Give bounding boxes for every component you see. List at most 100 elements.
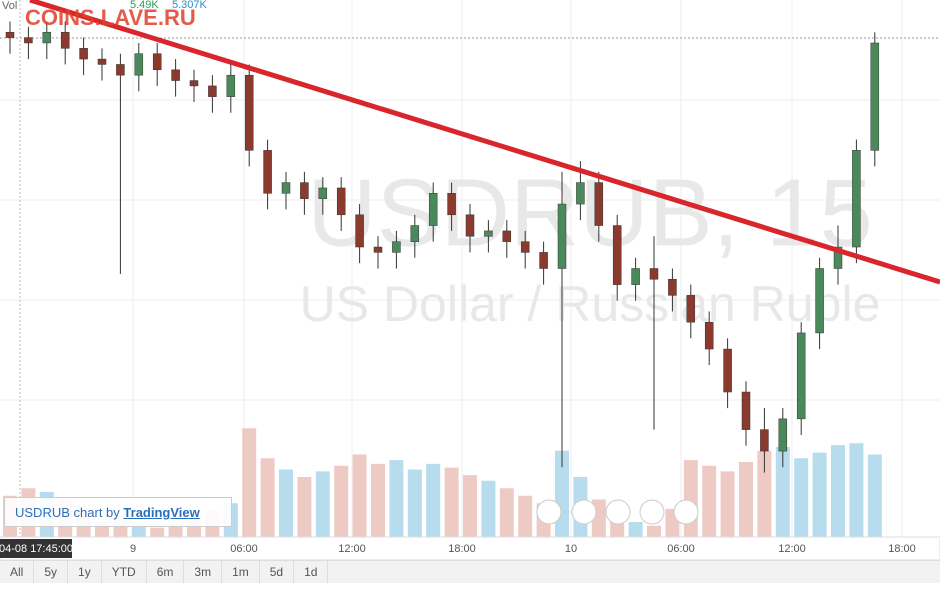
candle-body <box>539 252 548 269</box>
candle-body <box>428 193 438 226</box>
nav-left[interactable] <box>536 499 562 525</box>
candle-body <box>318 187 328 199</box>
candle-body <box>226 74 236 97</box>
candle-body <box>189 80 199 87</box>
range-button[interactable]: 6m <box>147 561 185 583</box>
candle-body <box>410 225 420 242</box>
time-label: 06:00 <box>230 543 258 555</box>
volume-bar <box>481 480 496 537</box>
volume-bar <box>647 525 661 537</box>
nav-zoom-out[interactable] <box>571 499 597 525</box>
candle-body <box>815 268 824 334</box>
candle-body <box>723 348 732 393</box>
watermark-description: US Dollar / Russian Ruble <box>300 276 881 332</box>
candle-body <box>631 268 640 285</box>
candle-body <box>24 37 33 44</box>
attribution-symbol: USDRUB <box>15 505 70 520</box>
volume-bar <box>867 454 882 537</box>
attribution-text: chart by <box>73 505 120 520</box>
time-label: 9 <box>130 543 136 555</box>
volume-bar <box>628 522 643 537</box>
volume-bar <box>242 428 257 537</box>
candle-body <box>392 241 401 253</box>
time-label: 12:00 <box>778 543 806 555</box>
candle-body <box>760 429 769 452</box>
range-button[interactable]: All <box>0 561 35 583</box>
candle-body <box>208 85 217 97</box>
candle-body <box>134 53 144 76</box>
candle-body <box>612 225 622 285</box>
candle-body <box>870 42 880 151</box>
candle-body <box>576 182 585 205</box>
candle-body <box>741 391 751 430</box>
range-button[interactable]: 1y <box>68 561 102 583</box>
range-button[interactable]: 3m <box>184 561 223 583</box>
candle-body <box>686 295 696 323</box>
candle-body <box>465 214 475 237</box>
candle-body <box>668 278 677 296</box>
candle-body <box>447 193 456 216</box>
nav-reset[interactable] <box>605 499 631 525</box>
range-button[interactable]: 5d <box>260 561 295 583</box>
volume-bar <box>371 463 385 537</box>
attribution-link[interactable]: TradingView <box>123 505 200 520</box>
grid <box>0 0 940 537</box>
nav-right[interactable] <box>673 499 699 525</box>
candle-body <box>281 182 291 194</box>
candle-body <box>373 246 383 253</box>
candle-body <box>833 246 843 269</box>
volume-bar <box>499 488 514 537</box>
candle-body <box>5 31 15 38</box>
cursor-label: 04-08 17:45:00 <box>0 543 73 555</box>
volume-bar <box>352 454 367 537</box>
candle-body <box>484 230 493 237</box>
time-label: 12:00 <box>338 543 366 555</box>
candle-body <box>300 182 309 199</box>
volume-bar <box>407 469 422 537</box>
volume-bar <box>260 458 275 537</box>
candle-body <box>649 268 659 280</box>
time-label: 18:00 <box>448 543 476 555</box>
volume-bar <box>389 460 404 537</box>
candle-body <box>263 150 272 194</box>
candle-body <box>778 418 788 452</box>
volume-bar <box>812 452 827 537</box>
range-button[interactable]: 1d <box>294 561 329 583</box>
volume-bar <box>463 475 477 537</box>
time-label: 10 <box>565 543 577 555</box>
nav-zoom-in[interactable] <box>639 499 665 525</box>
volume-bar <box>683 460 698 537</box>
candle-body <box>796 332 806 420</box>
volume-bar <box>720 471 735 537</box>
volume-value: 5.49K <box>130 0 159 11</box>
volume-bar <box>849 443 864 537</box>
candle-body <box>502 230 512 242</box>
cursor-label-box <box>0 539 72 558</box>
range-button[interactable]: 1m <box>222 561 260 583</box>
range-button[interactable]: 5y <box>34 561 69 583</box>
candle-body <box>520 241 530 253</box>
candle-body <box>594 182 604 226</box>
candle-body <box>336 187 346 216</box>
candle-body <box>171 69 180 81</box>
candle-body <box>42 31 52 44</box>
range-button[interactable]: YTD <box>102 561 147 583</box>
volume-bar <box>444 467 459 537</box>
volume-bar <box>831 445 845 537</box>
chart: USDRUB, 15 US Dollar / Russian Ruble Vol… <box>0 0 940 561</box>
candle-body <box>152 53 162 71</box>
candle-body <box>244 74 254 151</box>
volume-bar <box>426 463 441 537</box>
volume-bar <box>297 477 312 537</box>
candle-body <box>704 321 714 350</box>
volume-bar <box>702 465 717 537</box>
volume-bar <box>739 462 753 537</box>
volume-bar <box>794 458 809 537</box>
toolbar: All 5y 1y YTD 6m 3m 1m 5d 1d <box>0 560 940 583</box>
candle-body <box>355 214 364 248</box>
candle-body <box>60 31 70 49</box>
volume-bar <box>150 527 165 537</box>
trend-line <box>29 0 940 285</box>
site-watermark: COINS.LAVE.RU <box>25 5 196 30</box>
time-label: 06:00 <box>667 543 695 555</box>
